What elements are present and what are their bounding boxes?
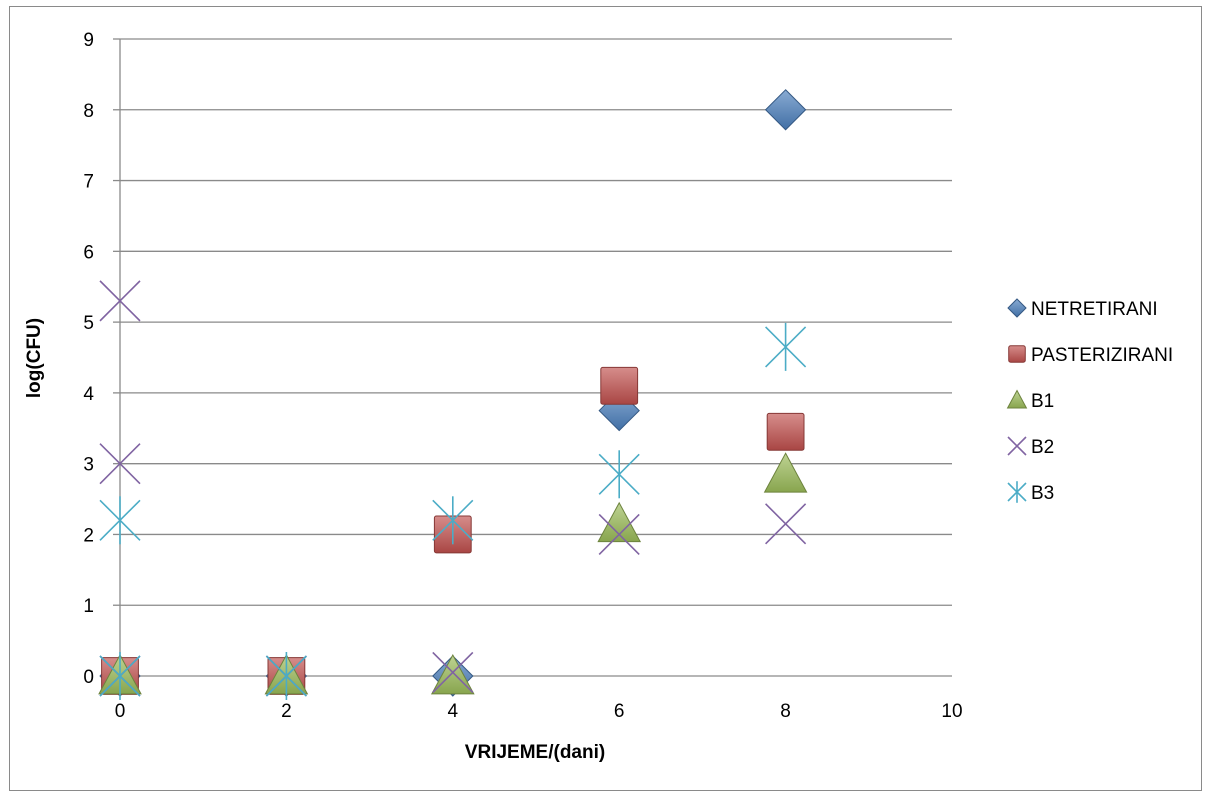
point-pasterizirani [600, 366, 639, 405]
series-b1 [98, 452, 808, 695]
y-axis-title: log(CFU) [24, 318, 45, 398]
y-tick-label: 0 [83, 667, 94, 688]
point-b2-stroke [99, 443, 141, 485]
grid-lines [120, 38, 952, 606]
x-tick-label: 4 [448, 701, 459, 722]
point-b3 [99, 652, 141, 700]
legend-marker-netretirani [1007, 298, 1027, 318]
point-b1 [763, 452, 808, 493]
point-b2-stroke [598, 513, 640, 556]
x-tick-label: 10 [941, 701, 962, 722]
y-tick-label: 1 [83, 596, 94, 617]
series-b2 [99, 280, 807, 697]
legend-marker-b2 [1007, 436, 1027, 456]
y-tick-label: 9 [83, 30, 94, 51]
point-b2 [432, 651, 474, 694]
y-tick-label: 3 [83, 455, 94, 476]
y-tick-label: 5 [83, 313, 94, 334]
point-b3 [99, 496, 141, 545]
point-b1 [430, 653, 475, 695]
legend-marker-pasterizirani [1008, 345, 1026, 363]
point-b3 [432, 496, 474, 545]
point-b2-stroke [99, 280, 141, 322]
legend-label: B1 [1031, 391, 1054, 412]
y-tick-label: 6 [83, 242, 94, 263]
point-pasterizirani [766, 412, 805, 451]
point-b3 [265, 652, 307, 700]
tick-labels: 0 1 2 3 4 5 6 7 8 9 0 2 4 6 8 10 [83, 30, 962, 722]
point-b1 [597, 501, 642, 543]
y-tick-label: 2 [83, 525, 94, 546]
legend-label: B3 [1031, 483, 1054, 504]
point-b2-stroke [432, 651, 474, 694]
legend: NETRETIRANI PASTERIZIRANI B1 B2 B3 [1006, 298, 1173, 504]
x-tick-label: 2 [281, 701, 292, 722]
y-tick-label: 7 [83, 172, 94, 193]
x-axis-title: VRIJEME/(dani) [465, 742, 605, 763]
point-netretirani [764, 89, 807, 131]
legend-label: B2 [1031, 437, 1054, 458]
point-b2-stroke [765, 503, 807, 545]
point-b2 [99, 443, 141, 485]
legend-label: NETRETIRANI [1031, 299, 1158, 320]
point-b2 [99, 280, 141, 322]
x-tick-label: 6 [614, 701, 625, 722]
legend-marker-b3 [1007, 481, 1027, 503]
point-b2 [765, 503, 807, 545]
series-b3 [99, 322, 807, 700]
x-tick-label: 8 [780, 701, 791, 722]
point-b3 [598, 450, 640, 499]
legend-marker-b2-stroke [1007, 436, 1027, 456]
data-points [98, 89, 808, 700]
axes [113, 38, 952, 677]
point-b3 [765, 322, 807, 371]
legend-label: PASTERIZIRANI [1031, 345, 1173, 366]
x-tick-label: 0 [115, 701, 126, 722]
legend-marker-b1 [1006, 389, 1028, 409]
y-tick-label: 4 [83, 384, 94, 405]
y-tick-label: 8 [83, 101, 94, 122]
point-b2 [598, 513, 640, 556]
